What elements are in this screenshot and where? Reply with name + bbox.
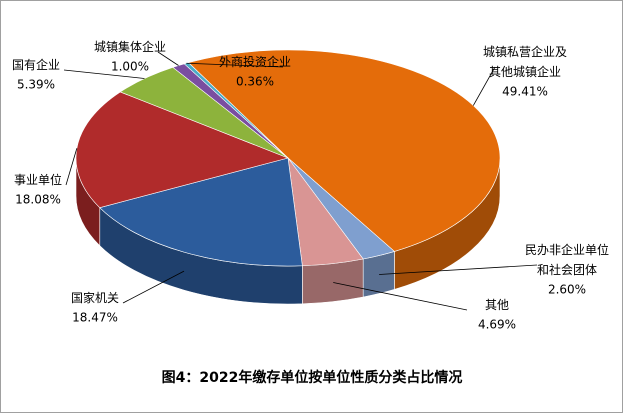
value-label: 4.69% [478, 318, 516, 332]
leader-line [186, 62, 284, 68]
value-label: 0.36% [236, 75, 274, 89]
value-label: 49.41% [502, 85, 548, 99]
leader-line [333, 282, 468, 311]
value-label: 18.08% [15, 193, 61, 207]
leader-line [379, 264, 538, 275]
category-label-line: 国有企业 [12, 57, 60, 72]
category-label-line: 和社会团体 [537, 262, 597, 277]
value-label: 2.60% [548, 283, 586, 297]
leader-line [63, 69, 145, 79]
chart-title: 图4：2022年缴存单位按单位性质分类占比情况 [162, 369, 463, 386]
category-label: 事业单位 [14, 172, 62, 187]
category-label-line: 城镇私营企业及 [483, 44, 567, 59]
category-label: 国有企业 [12, 57, 60, 72]
category-label: 外商投资企业 [219, 54, 291, 69]
slice-side [302, 258, 364, 305]
value-label: 5.39% [17, 78, 55, 92]
category-label: 城镇私营企业及其他城镇企业 [483, 44, 567, 79]
leader-line [122, 270, 185, 304]
slice [187, 49, 501, 252]
value-label: 1.00% [111, 60, 149, 74]
slice [99, 157, 303, 267]
value-label: 18.47% [72, 311, 118, 325]
leader-line [472, 66, 496, 106]
leader-line [157, 51, 179, 66]
category-label: 其他 [485, 298, 509, 312]
category-label: 民办非企业单位和社会团体 [525, 242, 609, 277]
category-label: 城镇集体企业 [94, 39, 166, 54]
pie [75, 49, 501, 305]
category-label-line: 民办非企业单位 [525, 242, 609, 257]
leader-line [65, 148, 78, 186]
category-label-line: 国家机关 [71, 290, 119, 305]
category-label-line: 事业单位 [14, 172, 62, 187]
category-label-line: 其他 [485, 298, 509, 312]
slice [75, 91, 289, 209]
category-label-line: 外商投资企业 [219, 54, 291, 69]
category-label-line: 城镇集体企业 [94, 39, 166, 54]
category-label: 国家机关 [71, 290, 119, 305]
category-label-line: 其他城镇企业 [489, 64, 561, 79]
